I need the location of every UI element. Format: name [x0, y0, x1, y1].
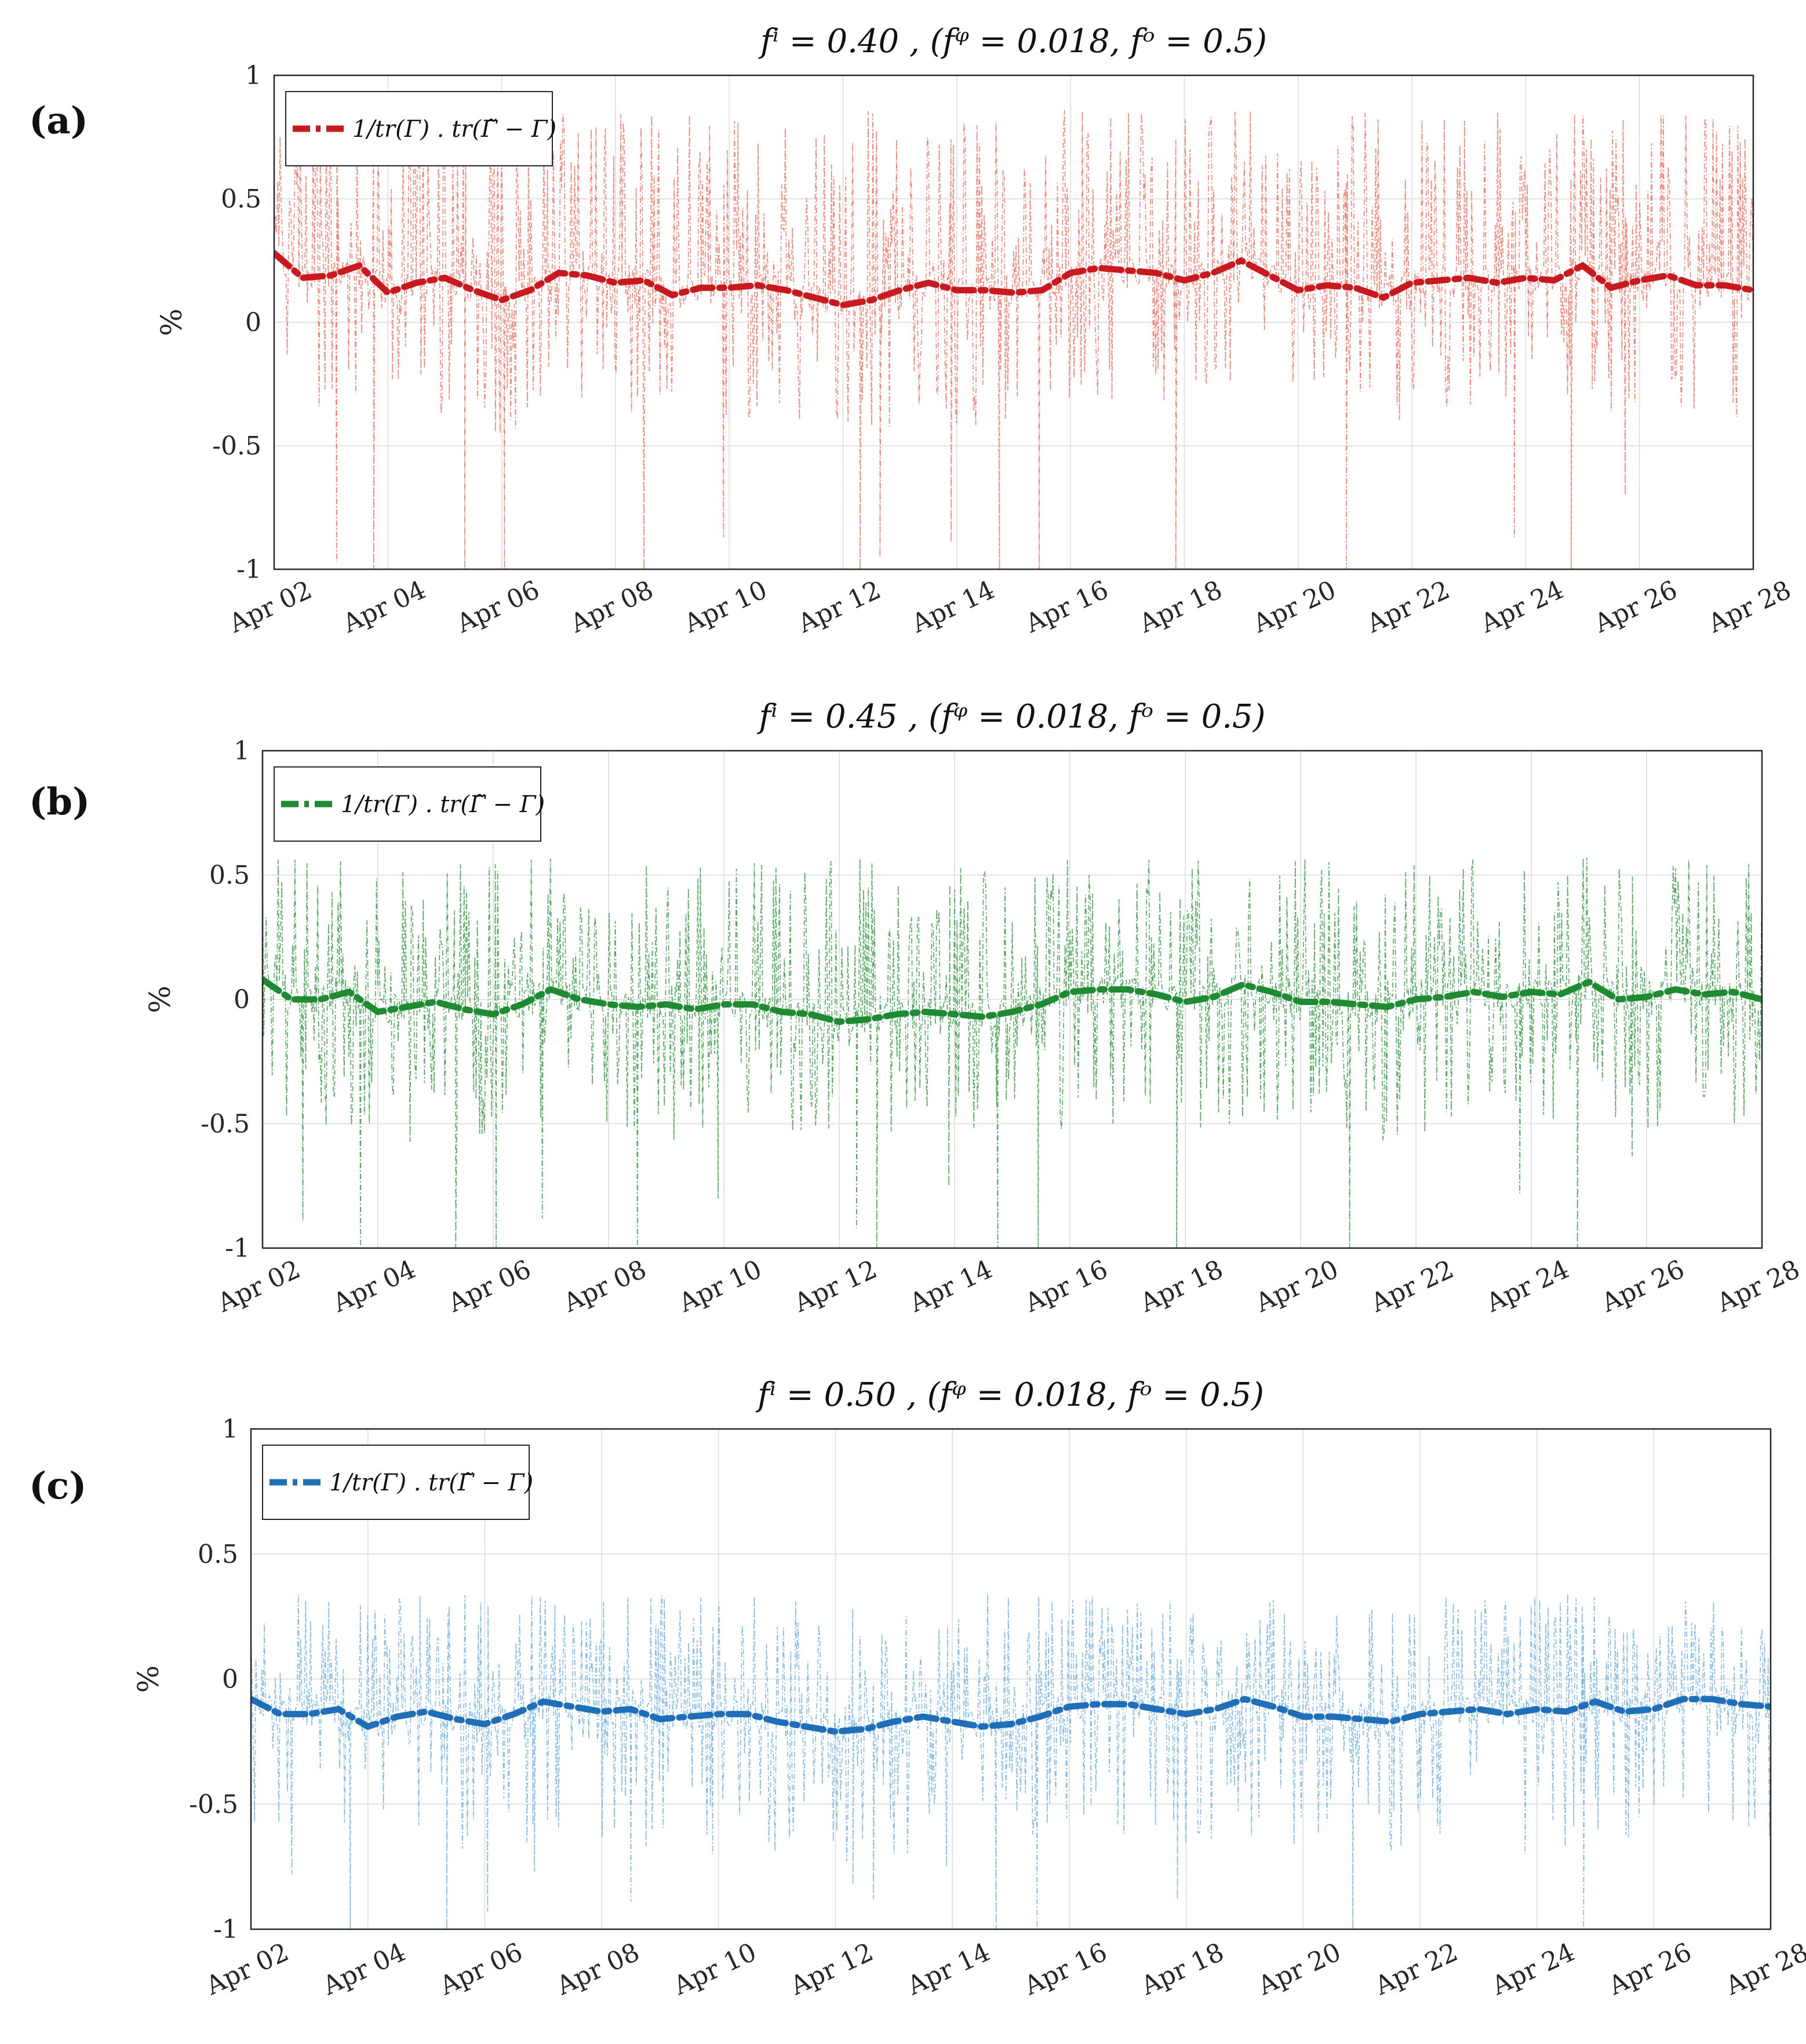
x-tick-label: Apr 12	[789, 1254, 882, 1318]
x-tick-label: Apr 22	[1366, 1254, 1458, 1318]
y-tick-label: -1	[236, 555, 261, 584]
x-tick-label: Apr 14	[907, 575, 999, 639]
x-tick-label: Apr 24	[1476, 575, 1568, 639]
x-tick-label: Apr 10	[669, 1937, 761, 2001]
panel-1: (b) fⁱ = 0.45 , (fᵠ = 0.018, fᵒ = 0.5) 1 0.…	[29, 698, 1804, 1318]
x-tick-label: Apr 08	[566, 575, 658, 639]
x-tick-label: Apr 16	[1019, 1937, 1112, 2001]
x-tick-label: Apr 18	[1136, 1937, 1228, 2001]
panel-2: (c) fⁱ = 0.50 , (fᵠ = 0.018, fᵒ = 0.5) 1 0.…	[29, 1376, 1806, 2001]
trend-series-line-b	[263, 976, 1762, 1025]
x-tick-label: Apr 08	[552, 1937, 644, 2001]
x-tick-label: Apr 10	[679, 575, 771, 639]
y-tick-label: -1	[225, 1234, 250, 1263]
x-tick-label: Apr 06	[435, 1937, 527, 2001]
x-tick-label: Apr 06	[443, 1254, 536, 1318]
y-axis-label-b: %	[143, 985, 177, 1013]
y-tick-label: 0.5	[209, 861, 250, 890]
y-tick-label: 0.5	[198, 1540, 238, 1569]
x-tick-label: Apr 10	[674, 1254, 766, 1318]
panel-label-b: (b)	[29, 780, 90, 824]
y-tick-label: 1	[234, 736, 250, 766]
x-tick-label: Apr 04	[338, 575, 430, 639]
y-axis-label-a: %	[155, 308, 188, 336]
x-tick-label: Apr 14	[902, 1937, 995, 2001]
x-tick-label: Apr 02	[224, 575, 316, 639]
raw-series-line-a	[274, 110, 1753, 569]
legend-b: 1/tr(Γ) . tr(Γ̃ − Γ)	[274, 766, 545, 842]
legend-a: 1/tr(Γ) . tr(Γ̃ − Γ)	[285, 91, 556, 166]
x-tick-label: Apr 20	[1248, 575, 1341, 639]
x-tick-label: Apr 26	[1597, 1254, 1689, 1318]
chart-title-b: fⁱ = 0.45 , (fᵠ = 0.018, fᵒ = 0.5)	[756, 698, 1265, 736]
y-tick-label: -1	[213, 1915, 238, 1944]
x-tick-label: Apr 12	[793, 575, 885, 639]
x-tick-label: Apr 16	[1021, 575, 1113, 639]
y-tick-label: 0	[222, 1665, 238, 1694]
x-tick-label: Apr 04	[328, 1254, 420, 1318]
x-tick-label: Apr 26	[1604, 1937, 1696, 2001]
legend-label: 1/tr(Γ) . tr(Γ̃ − Γ)	[329, 1470, 533, 1496]
y-tick-label: 0.5	[221, 184, 261, 214]
x-tick-label: Apr 06	[452, 575, 544, 639]
x-tick-label: Apr 18	[1134, 575, 1226, 639]
x-tick-label: Apr 24	[1487, 1937, 1579, 2001]
y-tick-label: 1	[222, 1414, 238, 1444]
x-tick-label: Apr 28	[1712, 1254, 1804, 1318]
legend-label: 1/tr(Γ) . tr(Γ̃ − Γ)	[341, 791, 545, 818]
x-tick-label: Apr 28	[1703, 575, 1796, 639]
panel-label-c: (c)	[29, 1464, 87, 1508]
x-tick-label: Apr 14	[905, 1254, 997, 1318]
trend-series-line-c	[251, 1696, 1771, 1735]
x-tick-label: Apr 12	[785, 1937, 877, 2001]
y-tick-label: 0	[245, 308, 261, 337]
x-tick-label: Apr 28	[1721, 1937, 1806, 2001]
x-tick-label: Apr 22	[1370, 1937, 1462, 2001]
y-tick-label: 1	[245, 61, 261, 90]
x-tick-label: Apr 02	[201, 1937, 293, 2001]
chart-title-a: fⁱ = 0.40 , (fᵠ = 0.018, fᵒ = 0.5)	[758, 23, 1267, 60]
raw-series-line-c	[251, 1593, 1771, 1929]
panel-0: (a) fⁱ = 0.40 , (fᵠ = 0.018, fᵒ = 0.5) 1 0.…	[29, 23, 1796, 639]
y-axis-label-c: %	[132, 1665, 165, 1693]
y-tick-label: 0	[234, 985, 250, 1014]
panel-label-a: (a)	[29, 99, 88, 143]
chart-title-c: fⁱ = 0.50 , (fᵠ = 0.018, fᵒ = 0.5)	[755, 1376, 1264, 1414]
raw-series-line-b	[263, 857, 1762, 1248]
legend-c: 1/tr(Γ) . tr(Γ̃ − Γ)	[262, 1445, 533, 1520]
x-tick-label: Apr 20	[1251, 1254, 1343, 1318]
plot-frame	[261, 750, 1763, 1249]
x-tick-label: Apr 08	[559, 1254, 651, 1318]
x-tick-label: Apr 02	[213, 1254, 305, 1318]
legend-label: 1/tr(Γ) . tr(Γ̃ − Γ)	[352, 116, 556, 143]
x-tick-label: Apr 22	[1362, 575, 1454, 639]
plot-frame	[273, 74, 1754, 570]
trend-series-line-a	[274, 250, 1753, 308]
x-tick-label: Apr 20	[1253, 1937, 1345, 2001]
plot-frame	[250, 1428, 1772, 1930]
y-tick-label: -0.5	[189, 1790, 238, 1819]
x-tick-label: Apr 24	[1481, 1254, 1574, 1318]
y-tick-label: -0.5	[201, 1110, 250, 1139]
y-tick-label: -0.5	[212, 431, 261, 461]
x-tick-label: Apr 18	[1135, 1254, 1228, 1318]
x-tick-label: Apr 16	[1020, 1254, 1112, 1318]
x-tick-label: Apr 04	[318, 1937, 410, 2001]
x-tick-label: Apr 26	[1589, 575, 1681, 639]
